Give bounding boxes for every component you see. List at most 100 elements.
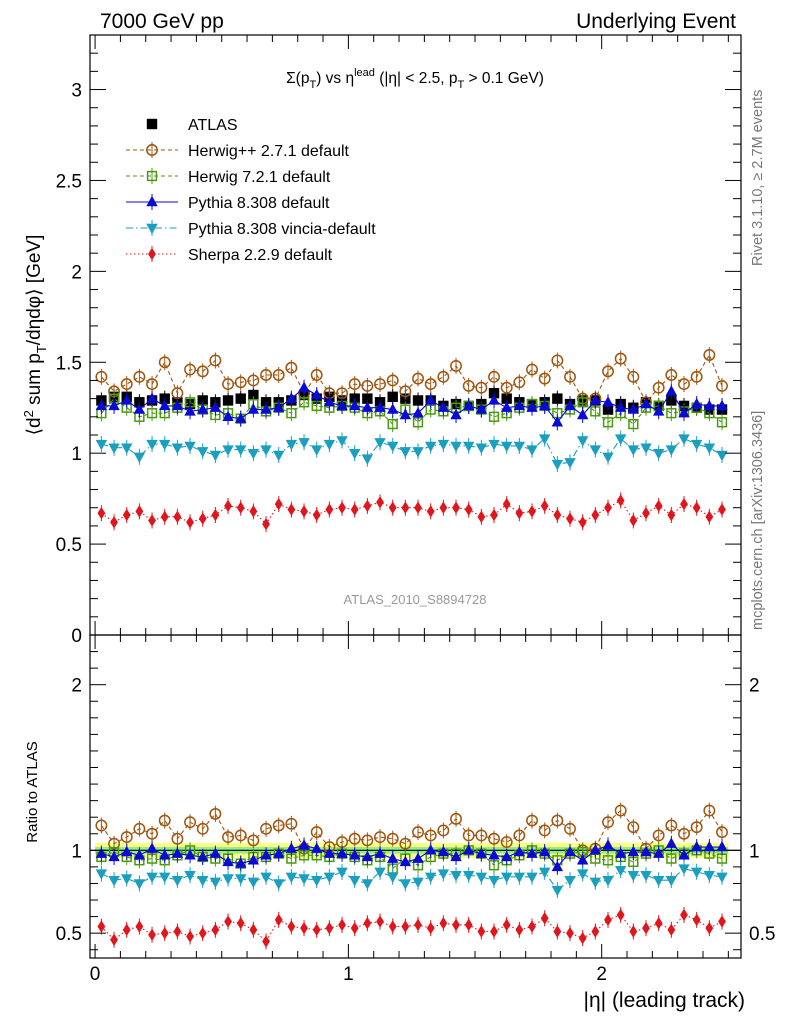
data-point — [186, 516, 194, 529]
data-point — [564, 399, 576, 411]
data-point — [424, 844, 437, 855]
data-point — [602, 452, 614, 464]
data-point — [629, 925, 638, 938]
data-point — [300, 505, 308, 518]
data-point — [439, 917, 448, 930]
y-tick-label: 2 — [71, 676, 82, 697]
data-point — [310, 369, 323, 381]
data-point — [551, 860, 564, 872]
data-point — [716, 379, 728, 392]
data-point — [665, 369, 678, 381]
data-point — [528, 505, 536, 518]
data-point — [336, 867, 348, 879]
data-point — [462, 379, 475, 392]
data-point — [576, 436, 589, 447]
data-point — [120, 378, 133, 391]
y-tick-label-right: 2 — [749, 676, 760, 697]
data-point — [159, 872, 171, 884]
data-point — [160, 926, 169, 940]
data-point — [515, 506, 524, 520]
data-point — [361, 850, 374, 862]
data-point — [538, 867, 551, 879]
data-point — [526, 445, 538, 456]
data-point — [247, 834, 260, 847]
data-point — [526, 847, 538, 858]
data-point — [247, 374, 260, 387]
data-point — [490, 508, 498, 522]
y-tick-label: 0.5 — [56, 535, 82, 556]
data-point — [285, 872, 298, 884]
data-point — [551, 459, 564, 471]
data-point — [591, 925, 600, 938]
series-sherpa-2-2-9-default — [97, 492, 726, 533]
data-point — [171, 443, 184, 454]
data-point — [160, 510, 169, 524]
data-point — [361, 879, 374, 890]
data-point — [121, 443, 133, 454]
data-point — [387, 403, 399, 414]
data-point — [665, 875, 678, 887]
data-point — [197, 403, 209, 414]
data-point — [640, 443, 652, 454]
data-point — [614, 352, 627, 365]
data-point — [95, 370, 108, 383]
data-point — [272, 369, 285, 381]
data-point — [678, 378, 690, 391]
x-tick-label: 0 — [90, 964, 101, 985]
data-point — [703, 399, 716, 411]
data-point — [412, 877, 424, 889]
data-point — [262, 935, 270, 948]
data-point — [604, 501, 612, 514]
data-point — [627, 370, 640, 383]
data-point — [667, 508, 676, 522]
data-point — [412, 372, 424, 385]
data-point — [705, 510, 714, 524]
data-point — [437, 439, 450, 451]
data-point — [424, 829, 437, 842]
series-herwig-2-7-1-default — [95, 347, 728, 411]
data-point — [133, 403, 146, 414]
data-point — [578, 516, 587, 529]
data-point — [159, 439, 171, 451]
data-point — [475, 443, 488, 454]
data-point — [336, 847, 348, 858]
x-tick-label: 2 — [596, 964, 607, 985]
legend: ATLAS Herwig++ 2.7.1 default Herwig 7.2.1 … — [126, 117, 376, 264]
data-point — [513, 872, 526, 884]
data-point — [311, 388, 323, 400]
data-point — [399, 447, 412, 458]
data-point — [602, 816, 614, 829]
data-point — [209, 807, 222, 820]
data-point — [666, 395, 677, 406]
legend-item: Sherpa 2.2.9 default — [126, 246, 333, 264]
data-point — [462, 829, 475, 842]
data-point — [450, 812, 462, 825]
legend-marker — [146, 195, 158, 207]
data-point — [490, 925, 498, 938]
data-point — [414, 918, 422, 932]
data-point — [387, 852, 399, 863]
data-point — [211, 508, 220, 522]
x-axis-label: |η| (leading track) — [584, 989, 745, 1012]
data-point — [95, 439, 108, 451]
data-point — [349, 849, 361, 860]
data-point — [424, 441, 437, 453]
data-point — [236, 917, 245, 930]
data-point — [211, 923, 220, 937]
data-point — [477, 510, 486, 524]
data-point — [374, 867, 386, 879]
data-point — [488, 849, 500, 860]
data-point — [285, 361, 298, 374]
legend-label: Herwig 7.2.1 default — [188, 169, 331, 186]
legend-item: ATLAS — [146, 117, 238, 134]
data-point — [388, 501, 397, 514]
data-point — [488, 875, 500, 887]
data-point — [450, 870, 462, 882]
data-point — [500, 381, 513, 394]
data-point — [705, 921, 714, 935]
data-point — [262, 517, 270, 531]
data-point — [716, 417, 728, 428]
data-point — [209, 847, 222, 858]
data-point — [300, 921, 308, 935]
data-point — [439, 501, 448, 514]
